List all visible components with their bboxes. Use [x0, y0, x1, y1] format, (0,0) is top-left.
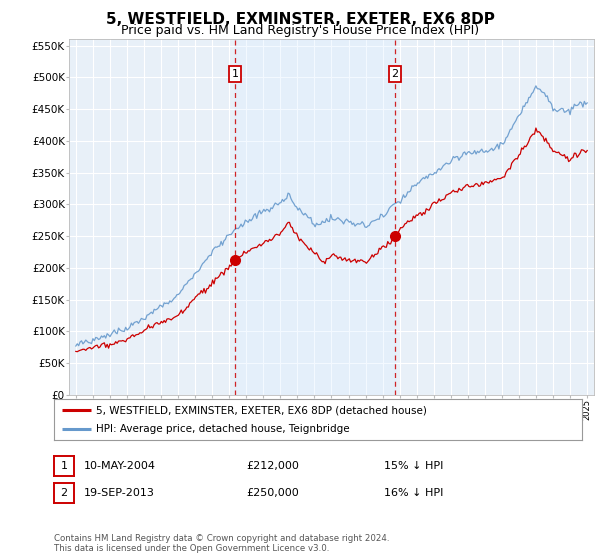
- Text: £212,000: £212,000: [246, 461, 299, 471]
- Text: 19-SEP-2013: 19-SEP-2013: [84, 488, 155, 498]
- Text: £250,000: £250,000: [246, 488, 299, 498]
- Text: 5, WESTFIELD, EXMINSTER, EXETER, EX6 8DP: 5, WESTFIELD, EXMINSTER, EXETER, EX6 8DP: [106, 12, 494, 27]
- Text: Contains HM Land Registry data © Crown copyright and database right 2024.
This d: Contains HM Land Registry data © Crown c…: [54, 534, 389, 553]
- Text: 1: 1: [61, 461, 67, 471]
- Text: Price paid vs. HM Land Registry's House Price Index (HPI): Price paid vs. HM Land Registry's House …: [121, 24, 479, 36]
- Text: 15% ↓ HPI: 15% ↓ HPI: [384, 461, 443, 471]
- Text: 1: 1: [232, 69, 239, 79]
- Text: 2: 2: [391, 69, 398, 79]
- Text: 16% ↓ HPI: 16% ↓ HPI: [384, 488, 443, 498]
- Text: 5, WESTFIELD, EXMINSTER, EXETER, EX6 8DP (detached house): 5, WESTFIELD, EXMINSTER, EXETER, EX6 8DP…: [96, 405, 427, 415]
- Text: 2: 2: [61, 488, 67, 498]
- Bar: [235, 39, 395, 395]
- Text: 10-MAY-2004: 10-MAY-2004: [84, 461, 156, 471]
- Text: HPI: Average price, detached house, Teignbridge: HPI: Average price, detached house, Teig…: [96, 424, 350, 433]
